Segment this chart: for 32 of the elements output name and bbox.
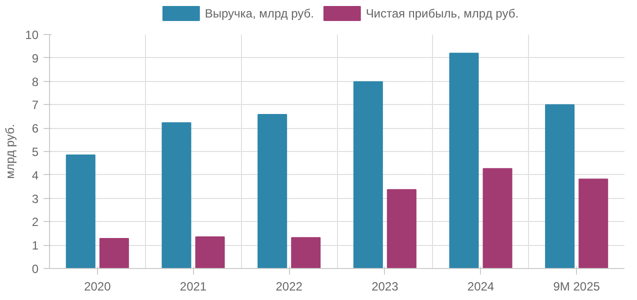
x-tick-label: 2022 [276,280,303,294]
bar [578,178,608,268]
bar [353,81,383,268]
y-tick-label: 0 [32,262,39,276]
y-axis-title: млрд руб. [3,124,18,179]
bar [66,154,96,268]
bar [449,52,479,268]
bar [99,238,129,268]
x-tick-label: 9M 2025 [553,280,600,294]
x-tick-label: 2023 [372,280,399,294]
bar [291,237,321,268]
y-tick-label: 3 [32,192,39,206]
x-tick-label: 2021 [180,280,207,294]
bar [545,104,575,268]
y-tick-label: 5 [32,145,39,159]
y-tick-label: 2 [32,215,39,230]
legend-label: Выручка, млрд руб. [204,6,314,20]
x-tick-label: 2024 [467,280,494,294]
bar [195,236,225,268]
bar [258,114,288,268]
bar [386,189,416,268]
legend-label: Чистая прибыль, млрд руб. [366,6,519,20]
y-tick-label: 10 [25,28,39,42]
y-tick-label: 8 [32,74,39,89]
x-tick-label: 2020 [84,280,112,294]
bar [482,168,512,268]
y-tick-label: 4 [32,168,39,182]
y-tick-label: 1 [32,238,39,253]
bar [162,122,192,268]
y-tick-label: 9 [32,51,39,66]
y-tick-label: 6 [32,122,39,136]
y-tick-label: 7 [32,98,39,112]
